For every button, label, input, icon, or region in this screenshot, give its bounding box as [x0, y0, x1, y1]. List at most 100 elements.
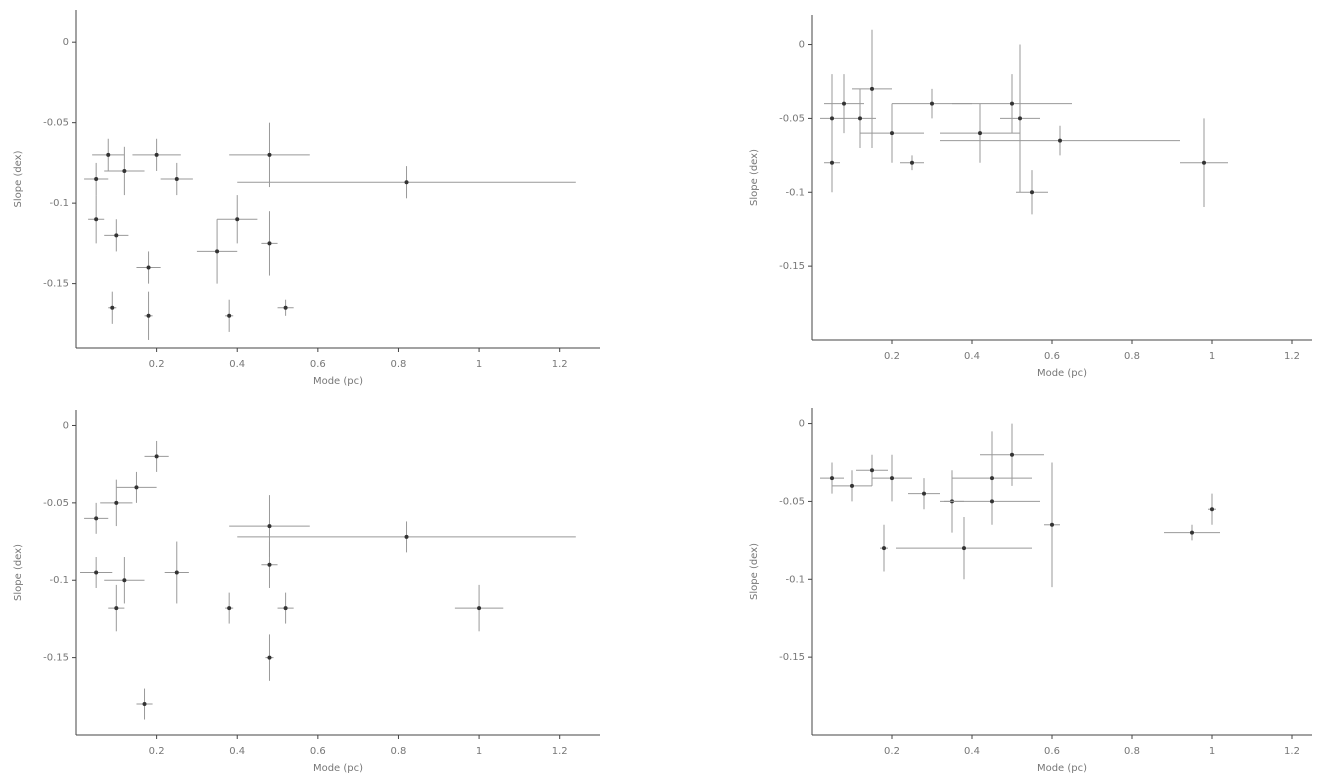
x-tick-label: 0.4: [229, 359, 245, 370]
point: [267, 241, 272, 246]
point: [858, 116, 862, 121]
point: [870, 468, 874, 473]
x-tick-label: 0.8: [1124, 351, 1140, 362]
point: [283, 606, 288, 611]
y-axis-label: Slope (dex): [13, 544, 24, 601]
y-tick-label: -0.15: [779, 261, 805, 272]
point: [1050, 522, 1054, 527]
point: [94, 516, 99, 521]
x-axis-label: Mode (pc): [1037, 763, 1087, 774]
point: [830, 116, 834, 121]
y-axis-label: Slope (dex): [749, 149, 760, 206]
point: [1202, 160, 1206, 165]
point: [134, 485, 139, 490]
x-tick-label: 0.8: [1124, 746, 1140, 757]
point: [830, 160, 834, 165]
y-tick-label: -0.05: [43, 498, 69, 509]
x-tick-label: 0.2: [884, 746, 900, 757]
point: [1190, 530, 1194, 535]
x-tick-label: 0.4: [964, 746, 980, 757]
point: [890, 131, 894, 136]
point: [174, 177, 179, 181]
point: [142, 702, 147, 707]
point: [227, 313, 232, 318]
point: [154, 152, 159, 157]
y-tick-label: -0.1: [785, 574, 805, 585]
point: [850, 483, 854, 488]
x-tick-label: 0.2: [149, 746, 165, 757]
y-tick-label: 0: [63, 420, 69, 431]
x-tick-label: 1.2: [552, 746, 568, 757]
y-tick-label: 0: [799, 419, 805, 430]
y-tick-label: -0.05: [43, 118, 69, 129]
x-tick-label: 0.4: [964, 351, 980, 362]
point: [477, 606, 482, 611]
point: [110, 305, 115, 310]
x-tick-label: 0.6: [1044, 351, 1060, 362]
point: [962, 546, 966, 551]
point: [122, 578, 127, 583]
x-tick-label: 1: [476, 746, 482, 757]
point: [94, 217, 99, 222]
y-axis-label: Slope (dex): [749, 543, 760, 600]
point: [1030, 190, 1034, 195]
point: [910, 160, 914, 165]
point: [94, 177, 99, 181]
y-tick-label: -0.15: [43, 653, 69, 664]
point: [122, 168, 127, 173]
y-axis-label: Slope (dex): [13, 150, 24, 207]
y-tick-label: -0.1: [785, 187, 805, 198]
point: [1010, 101, 1014, 106]
x-tick-label: 0.2: [149, 359, 165, 370]
point: [990, 476, 994, 481]
x-tick-label: 0.8: [391, 359, 407, 370]
point: [154, 454, 159, 459]
y-tick-label: -0.05: [779, 113, 805, 124]
x-tick-label: 1.2: [1284, 746, 1300, 757]
x-tick-label: 1: [1209, 351, 1215, 362]
x-tick-label: 0.6: [310, 746, 326, 757]
x-tick-label: 0.8: [391, 746, 407, 757]
point: [114, 500, 119, 505]
y-tick-label: 0: [63, 37, 69, 48]
x-tick-label: 0.6: [1044, 746, 1060, 757]
point: [267, 562, 272, 567]
x-axis-label: Mode (pc): [1037, 368, 1087, 379]
x-tick-label: 0.6: [310, 359, 326, 370]
point: [1010, 452, 1014, 457]
x-axis-label: Mode (pc): [313, 763, 363, 774]
point: [227, 606, 232, 611]
point: [830, 476, 834, 481]
point: [267, 524, 272, 529]
x-tick-label: 1.2: [552, 359, 568, 370]
point: [404, 534, 409, 539]
y-tick-label: -0.15: [43, 279, 69, 290]
x-tick-label: 1: [476, 359, 482, 370]
point: [174, 570, 179, 575]
point: [114, 233, 119, 238]
point: [94, 570, 99, 575]
point: [1210, 507, 1214, 512]
x-tick-label: 0.4: [229, 746, 245, 757]
point: [146, 313, 151, 318]
point: [842, 101, 846, 106]
x-tick-label: 1.2: [1284, 351, 1300, 362]
point: [267, 655, 272, 660]
point: [990, 499, 994, 504]
point: [404, 180, 409, 185]
y-tick-label: -0.05: [779, 496, 805, 507]
point: [283, 305, 288, 310]
point: [146, 265, 151, 270]
point: [890, 476, 894, 481]
point: [882, 546, 886, 551]
y-tick-label: -0.15: [779, 652, 805, 663]
x-tick-label: 0.2: [884, 351, 900, 362]
point: [930, 101, 934, 106]
point: [922, 491, 926, 496]
point: [235, 217, 240, 222]
y-tick-label: 0: [799, 40, 805, 51]
y-tick-label: -0.1: [49, 575, 69, 586]
point: [1018, 116, 1022, 121]
point: [215, 249, 220, 254]
